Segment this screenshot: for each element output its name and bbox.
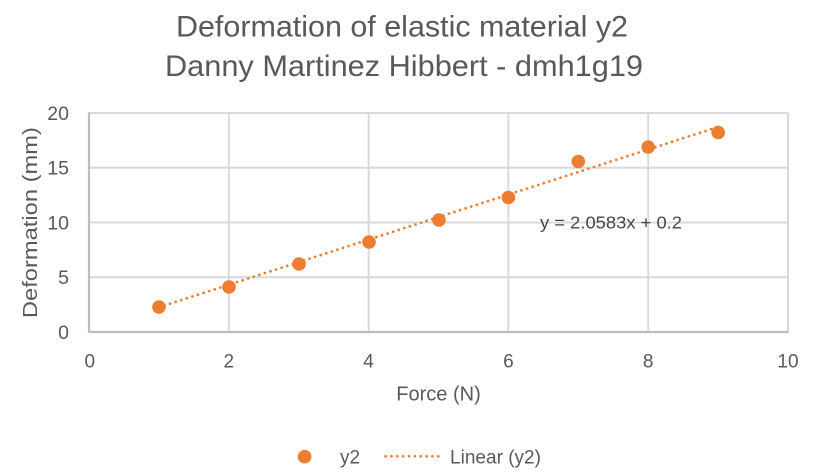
svg-text:y = 2.0583x + 0.2: y = 2.0583x + 0.2 <box>540 213 682 233</box>
svg-text:10: 10 <box>47 212 69 234</box>
svg-text:0: 0 <box>58 322 69 344</box>
svg-text:Force (N): Force (N) <box>396 384 481 406</box>
svg-text:Deformation of elastic materia: Deformation of elastic material y2 <box>176 11 628 44</box>
svg-text:15: 15 <box>47 158 69 180</box>
svg-text:Linear (y2): Linear (y2) <box>450 447 541 468</box>
svg-text:5: 5 <box>58 267 69 289</box>
svg-text:2: 2 <box>224 351 235 372</box>
svg-text:y2: y2 <box>340 447 360 468</box>
svg-text:20: 20 <box>47 103 69 125</box>
svg-text:0: 0 <box>85 351 96 372</box>
svg-text:6: 6 <box>503 351 514 372</box>
svg-text:Danny Martinez Hibbert - dmh1g: Danny Martinez Hibbert - dmh1g19 <box>165 50 643 83</box>
svg-text:Deformation (mm): Deformation (mm) <box>20 127 42 318</box>
svg-text:4: 4 <box>363 351 374 372</box>
svg-text:8: 8 <box>643 351 654 372</box>
svg-text:10: 10 <box>777 351 798 372</box>
